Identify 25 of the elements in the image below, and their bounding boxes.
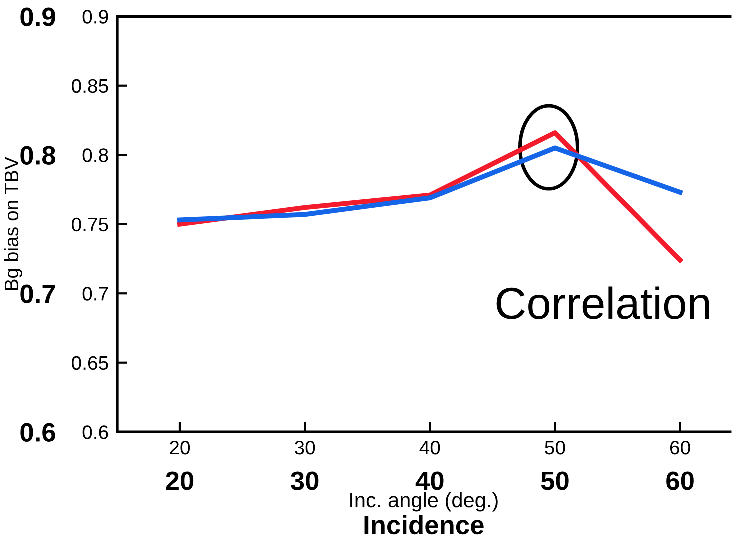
y2-tick-label: 0.75 xyxy=(72,218,108,232)
y-tick-label: 0.8 xyxy=(20,146,56,165)
x2-tick-label: 50 xyxy=(541,472,569,490)
y-tick-label: 0.9 xyxy=(20,8,56,26)
y2-tick-label: 0.6 xyxy=(82,426,108,440)
y-tick-label: 0.7 xyxy=(20,284,56,304)
x-tick-label: 60 xyxy=(670,440,690,455)
x-axis-title: Inc. angle (deg.) xyxy=(350,492,498,512)
y2-tick-label: 0.9 xyxy=(82,10,108,24)
x-tick-label: 50 xyxy=(545,440,566,455)
x-tick-label: 40 xyxy=(420,440,440,455)
x2-axis-title: Incidence xyxy=(364,515,484,535)
y2-tick-label: 0.65 xyxy=(72,356,108,370)
y2-tick-label: 0.85 xyxy=(72,79,108,94)
x2-tick-label: 20 xyxy=(166,472,194,490)
x2-tick-label: 60 xyxy=(666,472,694,490)
annotation: Correlation xyxy=(496,286,710,320)
line-series xyxy=(178,146,683,223)
x2-tick-label: 40 xyxy=(416,472,444,490)
x2-tick-label: 30 xyxy=(290,472,319,490)
x-tick-label: 30 xyxy=(294,440,316,455)
y2-tick-label: 0.7 xyxy=(82,287,108,301)
y-tick-label: 0.6 xyxy=(20,423,56,442)
x-tick-label: 20 xyxy=(170,440,190,455)
y2-tick-label: 0.8 xyxy=(82,148,108,162)
